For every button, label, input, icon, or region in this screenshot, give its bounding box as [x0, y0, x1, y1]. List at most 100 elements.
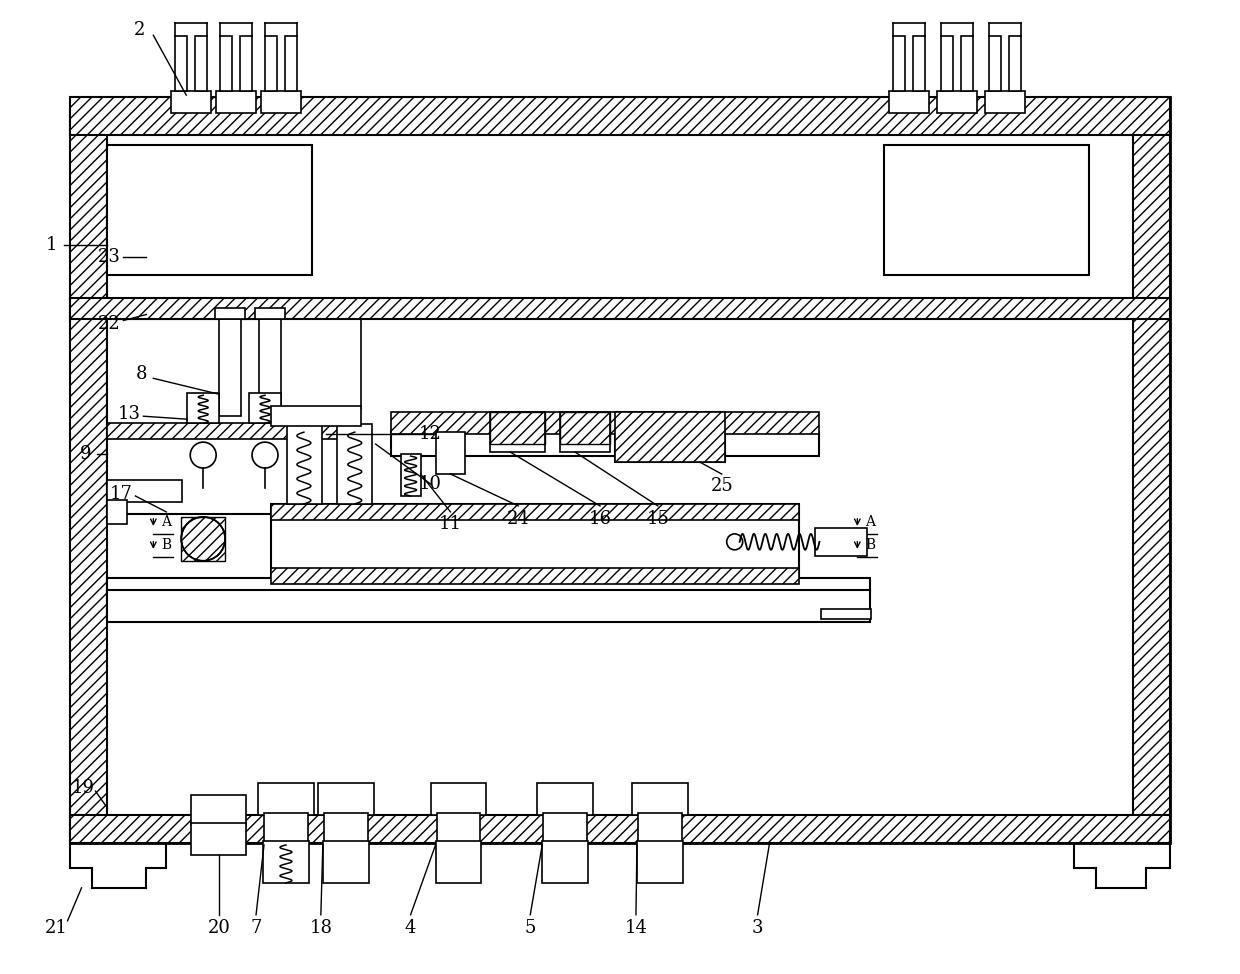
Bar — [1009, 36, 1021, 92]
Bar — [108, 145, 312, 275]
Text: 4: 4 — [405, 918, 417, 937]
Text: 19: 19 — [72, 779, 95, 797]
Bar — [191, 795, 246, 825]
Bar — [108, 319, 342, 514]
Text: 14: 14 — [625, 918, 647, 937]
Bar — [490, 412, 546, 444]
Text: B: B — [866, 538, 875, 552]
Bar — [337, 425, 372, 504]
Bar — [391, 432, 820, 456]
Bar — [262, 92, 301, 113]
Text: 5: 5 — [525, 918, 536, 937]
Text: 2: 2 — [134, 21, 145, 39]
Bar — [272, 406, 361, 427]
Bar — [391, 412, 820, 434]
Bar — [435, 841, 481, 882]
Bar — [632, 783, 688, 815]
Bar — [615, 412, 724, 462]
Bar — [191, 823, 246, 855]
Bar — [537, 783, 593, 815]
Text: 11: 11 — [439, 515, 463, 533]
Text: B: B — [161, 538, 171, 552]
Bar — [884, 145, 1089, 275]
Bar — [317, 783, 373, 815]
Bar — [272, 504, 800, 520]
Bar — [175, 36, 187, 92]
Bar — [108, 480, 182, 502]
Bar — [216, 308, 246, 319]
Bar — [816, 528, 867, 556]
Bar — [171, 92, 211, 113]
Bar — [264, 813, 308, 845]
Bar — [69, 97, 1171, 843]
Circle shape — [181, 517, 226, 561]
Bar — [1132, 110, 1171, 843]
Bar — [430, 783, 486, 815]
Bar — [221, 36, 232, 92]
Text: 1: 1 — [46, 236, 57, 253]
Bar — [187, 393, 219, 423]
Bar — [889, 92, 929, 113]
Bar — [436, 813, 480, 845]
Bar — [249, 393, 281, 423]
Text: 24: 24 — [507, 510, 529, 528]
Bar — [265, 36, 277, 92]
Bar — [108, 500, 128, 524]
Bar — [181, 517, 226, 561]
Bar — [195, 36, 207, 92]
Bar — [108, 423, 342, 439]
Text: 23: 23 — [98, 247, 120, 266]
Bar — [542, 841, 588, 882]
Text: 18: 18 — [309, 918, 332, 937]
Circle shape — [727, 534, 743, 549]
Bar — [108, 578, 870, 591]
Bar — [985, 92, 1024, 113]
Bar — [560, 412, 610, 444]
Bar — [69, 815, 1171, 843]
Text: 13: 13 — [118, 405, 141, 424]
Bar — [821, 609, 872, 618]
Bar — [69, 97, 1171, 135]
Text: 8: 8 — [135, 365, 148, 384]
Bar — [216, 92, 255, 113]
Bar — [69, 297, 1171, 319]
Text: A: A — [161, 515, 171, 529]
Bar — [913, 36, 925, 92]
Bar — [219, 319, 241, 416]
Bar — [108, 589, 870, 621]
Bar — [259, 319, 281, 416]
Bar — [285, 36, 296, 92]
Text: 16: 16 — [589, 510, 611, 528]
Bar — [637, 841, 683, 882]
Bar — [560, 412, 610, 452]
Bar — [263, 841, 309, 882]
Bar — [637, 813, 682, 845]
Bar — [490, 412, 546, 452]
Bar — [258, 783, 314, 815]
Text: 10: 10 — [419, 475, 441, 493]
Bar — [615, 412, 724, 462]
Bar — [543, 813, 587, 845]
Text: 7: 7 — [250, 918, 262, 937]
Bar — [937, 92, 977, 113]
Bar — [435, 432, 465, 474]
Text: A: A — [866, 515, 875, 529]
Text: 3: 3 — [751, 918, 764, 937]
Text: 21: 21 — [45, 918, 68, 937]
Bar — [241, 36, 252, 92]
Bar — [272, 568, 800, 583]
Bar — [961, 36, 973, 92]
Text: 15: 15 — [646, 510, 670, 528]
Bar — [69, 110, 108, 843]
Text: 17: 17 — [110, 485, 133, 503]
Bar — [286, 425, 322, 504]
Bar — [401, 454, 420, 496]
Bar — [990, 36, 1001, 92]
Text: 25: 25 — [711, 477, 733, 495]
Text: 22: 22 — [98, 316, 120, 333]
Bar — [324, 813, 368, 845]
Text: 20: 20 — [208, 918, 231, 937]
Text: 12: 12 — [419, 426, 441, 443]
Text: 9: 9 — [79, 445, 92, 463]
Bar — [255, 308, 285, 319]
